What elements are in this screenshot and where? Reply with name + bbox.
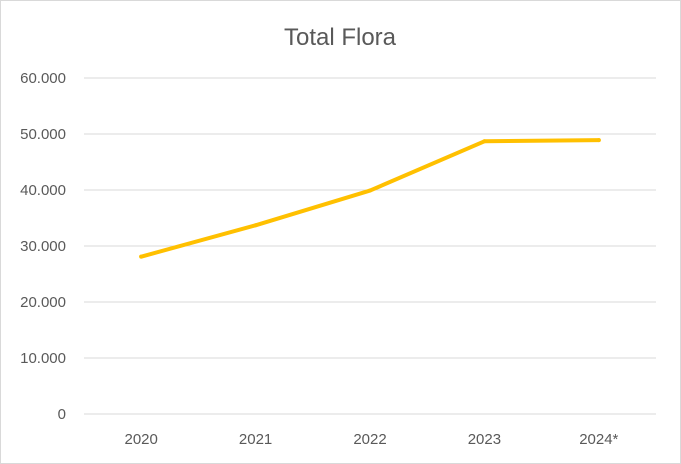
y-tick-label: 10.000	[20, 350, 66, 367]
x-tick-label: 2022	[353, 431, 386, 448]
data-point	[596, 138, 601, 143]
series-layer	[139, 138, 601, 259]
data-point	[368, 188, 372, 193]
y-tick-label: 20.000	[20, 294, 66, 311]
y-tick-label: 60.000	[20, 70, 66, 87]
x-tick-label: 2021	[239, 431, 272, 448]
series-line	[139, 138, 601, 259]
y-tick-label: 0	[58, 406, 66, 423]
data-point	[482, 139, 487, 144]
x-tick-label: 2020	[125, 431, 158, 448]
data-point	[139, 254, 144, 259]
x-tick-label: 2024*	[579, 431, 618, 448]
y-tick-label: 50.000	[20, 126, 66, 143]
data-point	[253, 223, 258, 228]
chart-title: Total Flora	[284, 24, 397, 51]
grid-lines	[84, 77, 656, 415]
y-tick-label: 40.000	[20, 182, 66, 199]
x-tick-label: 2023	[468, 431, 501, 448]
x-axis-tick-labels: 2020 2021 2022 2023 2024*	[125, 431, 619, 448]
y-tick-label: 30.000	[20, 238, 66, 255]
y-axis-tick-labels: 0 10.000 20.000 30.000 40.000 50.000 60.000	[20, 70, 66, 423]
